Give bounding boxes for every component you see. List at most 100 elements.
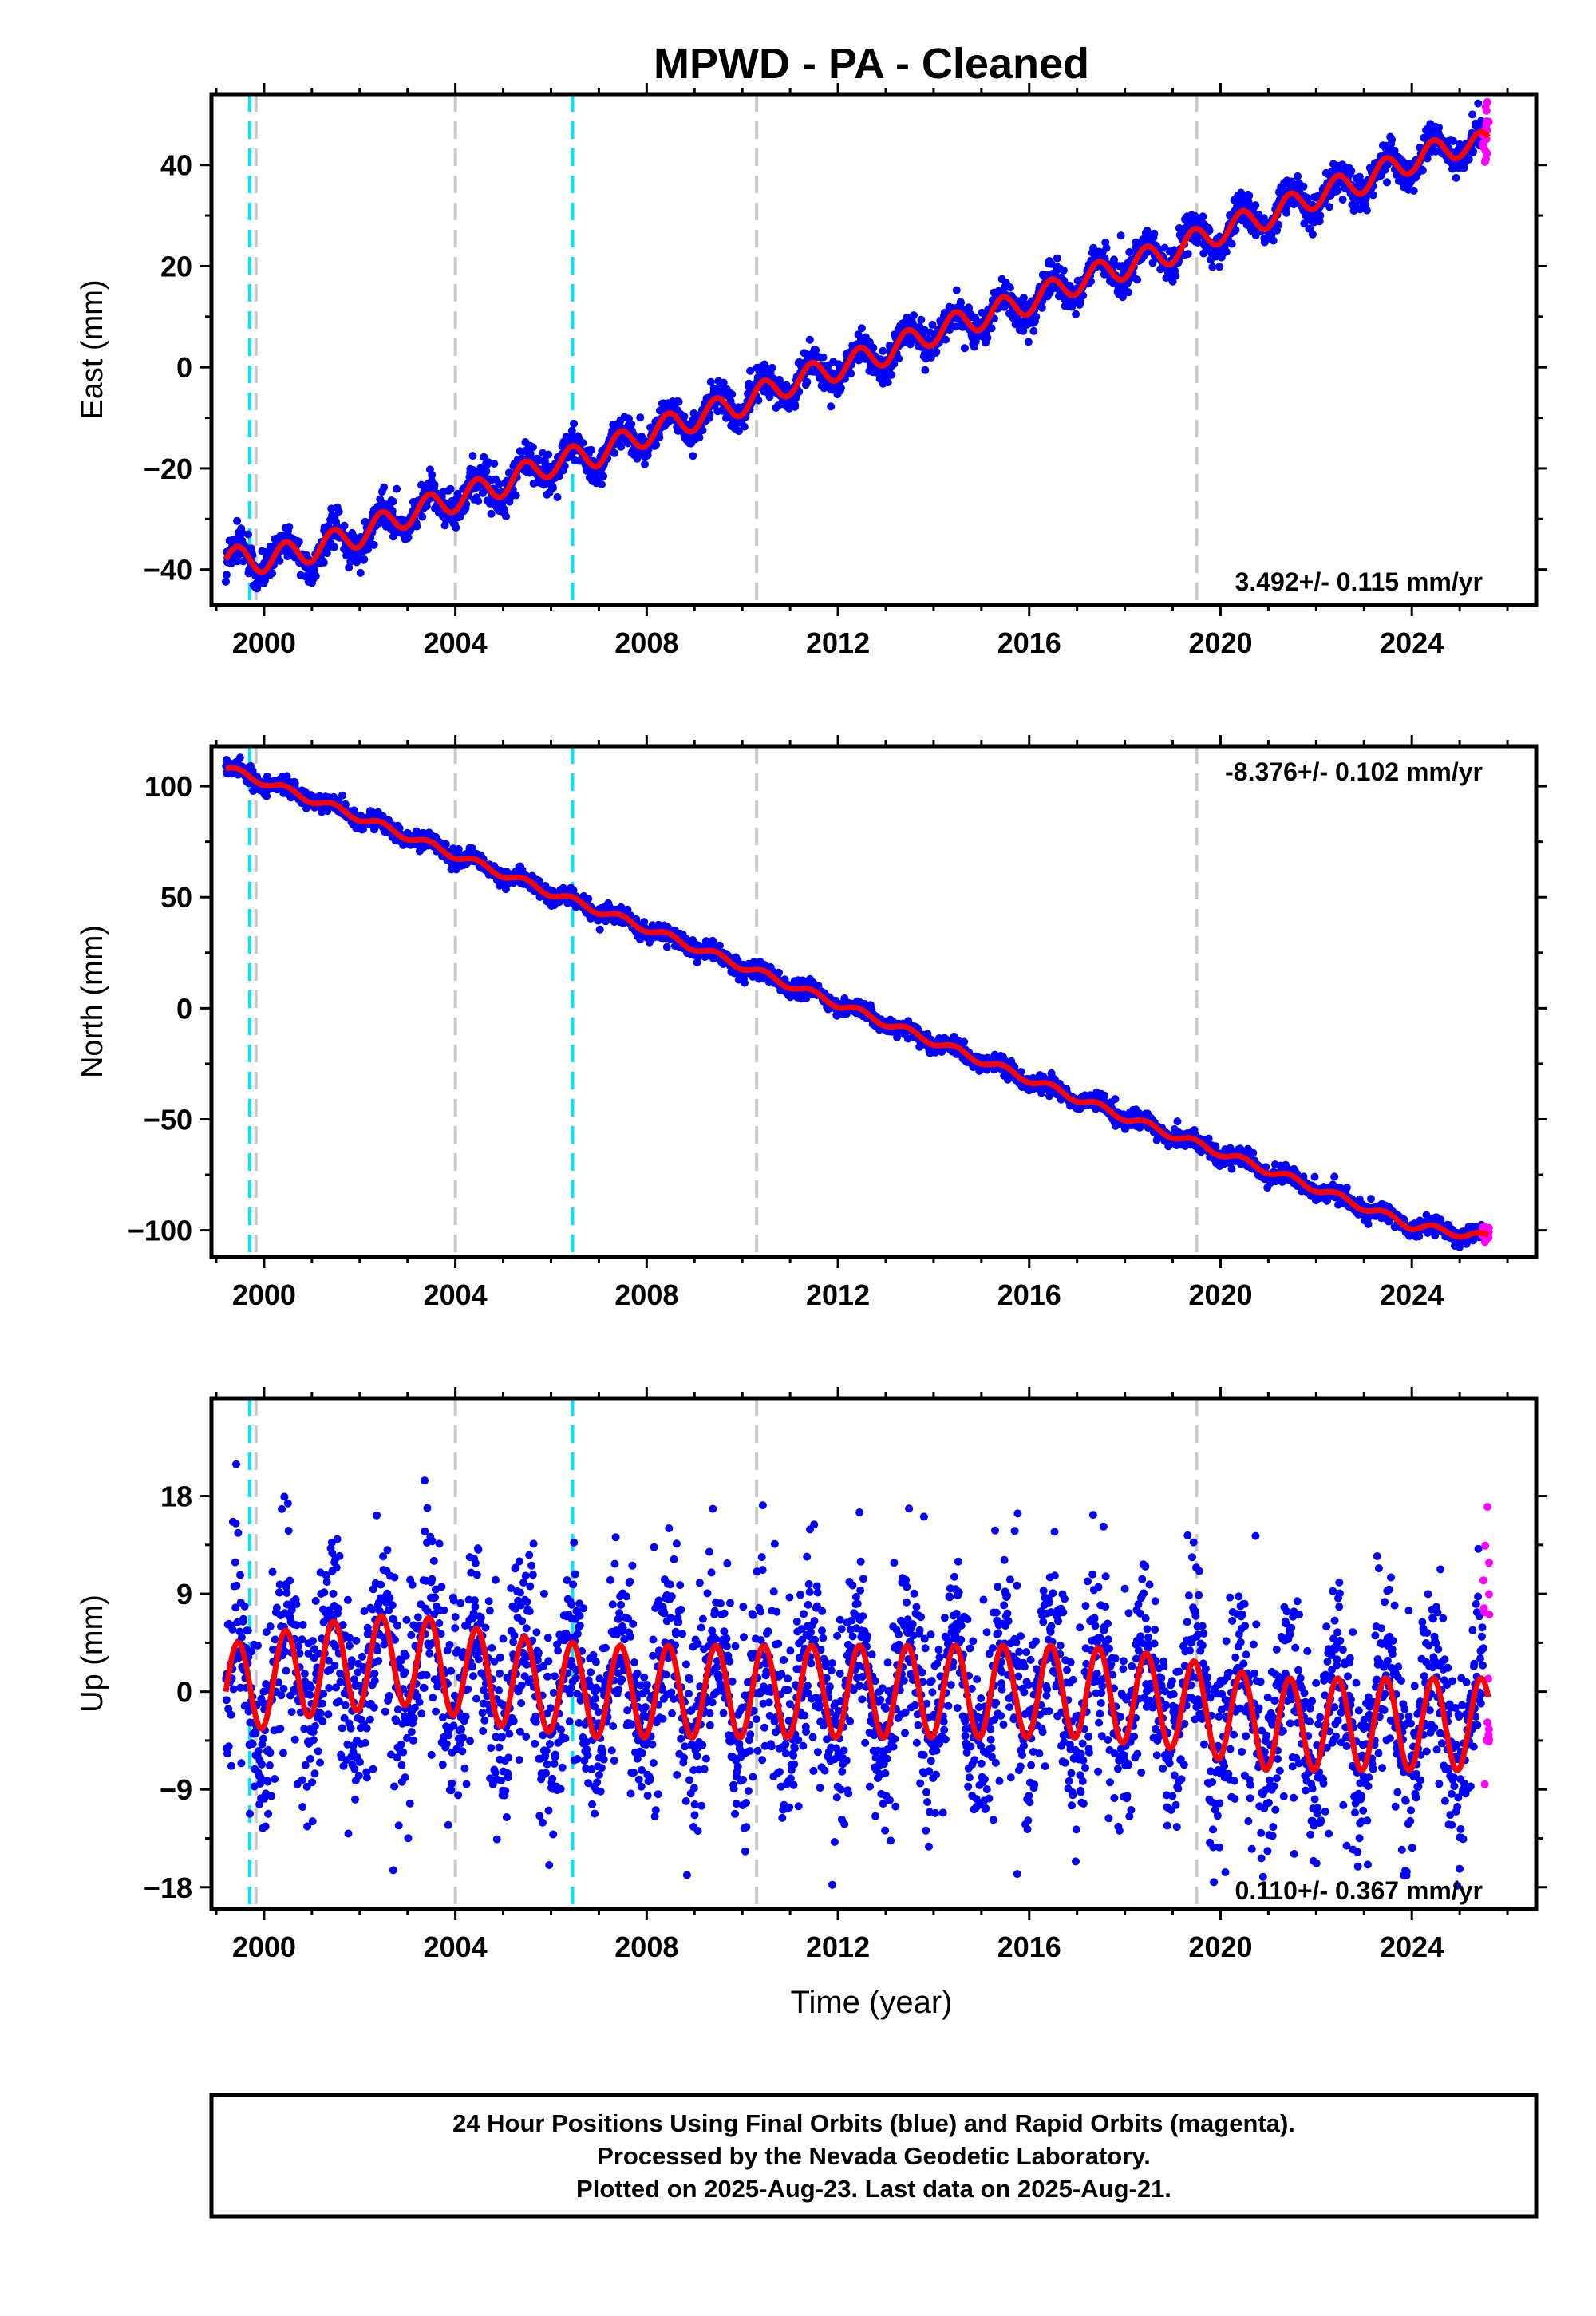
final-point (599, 472, 608, 480)
final-point (706, 377, 715, 386)
final-point (369, 540, 378, 549)
final-point (869, 343, 878, 352)
final-point (1072, 310, 1080, 318)
final-point (1294, 172, 1302, 180)
final-point (1435, 123, 1444, 132)
final-point (430, 480, 439, 489)
final-point (528, 443, 537, 452)
final-point (553, 493, 562, 501)
final-point (587, 445, 595, 454)
x-tick-label: 2008 (614, 626, 678, 659)
final-point (1032, 313, 1041, 321)
final-point (490, 460, 499, 468)
final-point (526, 449, 535, 458)
final-point (1076, 298, 1084, 306)
final-point (1269, 236, 1278, 245)
final-point (734, 427, 743, 436)
final-point (597, 480, 606, 488)
final-point (819, 353, 828, 362)
final-point (1005, 283, 1014, 292)
final-point (502, 512, 511, 520)
final-point (1133, 275, 1142, 284)
final-point (347, 550, 356, 559)
final-point (1409, 186, 1418, 195)
final-point (951, 322, 960, 331)
final-point (1383, 178, 1391, 187)
final-point (495, 480, 504, 488)
final-point (1222, 247, 1231, 256)
final-point (1274, 220, 1283, 229)
final-point (765, 393, 774, 401)
final-point (1316, 211, 1325, 220)
final-point (330, 543, 338, 551)
final-point (360, 555, 369, 563)
final-point (1150, 229, 1159, 238)
final-point (227, 559, 235, 568)
final-point (364, 545, 372, 554)
final-point (1199, 212, 1207, 221)
x-tick-label: 2024 (1380, 626, 1444, 659)
x-tick-label: 2004 (424, 626, 488, 659)
final-point (1299, 182, 1308, 191)
rapid-point (1482, 155, 1490, 164)
final-point (1053, 254, 1061, 263)
final-point (389, 497, 397, 506)
final-point (627, 420, 636, 429)
x-tick-label: 2016 (998, 626, 1061, 659)
final-point (689, 452, 697, 460)
final-point (812, 346, 820, 354)
final-point (695, 433, 704, 442)
final-point (512, 491, 520, 500)
final-point (222, 571, 231, 579)
y-tick-label: 20 (160, 250, 192, 283)
final-point (857, 324, 866, 333)
final-point (452, 524, 460, 532)
final-point (428, 471, 437, 480)
final-point (233, 557, 242, 566)
final-point (570, 419, 578, 428)
final-point (1227, 239, 1236, 248)
final-point (1171, 271, 1180, 280)
y-axis-label: East (mm) (76, 279, 109, 419)
final-point (404, 533, 413, 542)
final-point (917, 315, 926, 324)
final-point (474, 496, 483, 505)
final-point (1469, 147, 1478, 156)
final-point (584, 895, 593, 903)
final-point (698, 426, 707, 435)
final-point (311, 571, 320, 580)
final-point (285, 523, 294, 532)
final-point (1245, 192, 1254, 200)
final-point (1369, 191, 1377, 200)
final-point (356, 568, 365, 577)
final-point (233, 516, 242, 525)
final-point (1452, 173, 1460, 182)
final-point (803, 377, 812, 386)
final-point (263, 792, 271, 800)
rate-label: 3.492+/- 0.115 mm/yr (1235, 567, 1483, 596)
final-point (887, 370, 896, 379)
final-point (741, 978, 749, 987)
final-point (1215, 263, 1224, 271)
final-point (1347, 167, 1356, 176)
final-point (680, 412, 689, 421)
final-point (500, 505, 508, 514)
final-point (641, 460, 649, 468)
final-point (441, 840, 450, 848)
final-point (535, 456, 543, 464)
final-point (1468, 110, 1477, 119)
x-tick-label: 2012 (806, 626, 870, 659)
final-point (268, 569, 276, 578)
final-point (422, 502, 431, 511)
final-point (674, 397, 683, 406)
figure-title: MPWD - PA - Cleaned (654, 40, 1089, 88)
final-point (418, 512, 427, 521)
final-point (910, 311, 918, 320)
final-point (636, 413, 645, 422)
final-point (1102, 243, 1111, 252)
final-point (1208, 263, 1217, 271)
final-point (895, 354, 903, 363)
final-point (275, 556, 284, 565)
